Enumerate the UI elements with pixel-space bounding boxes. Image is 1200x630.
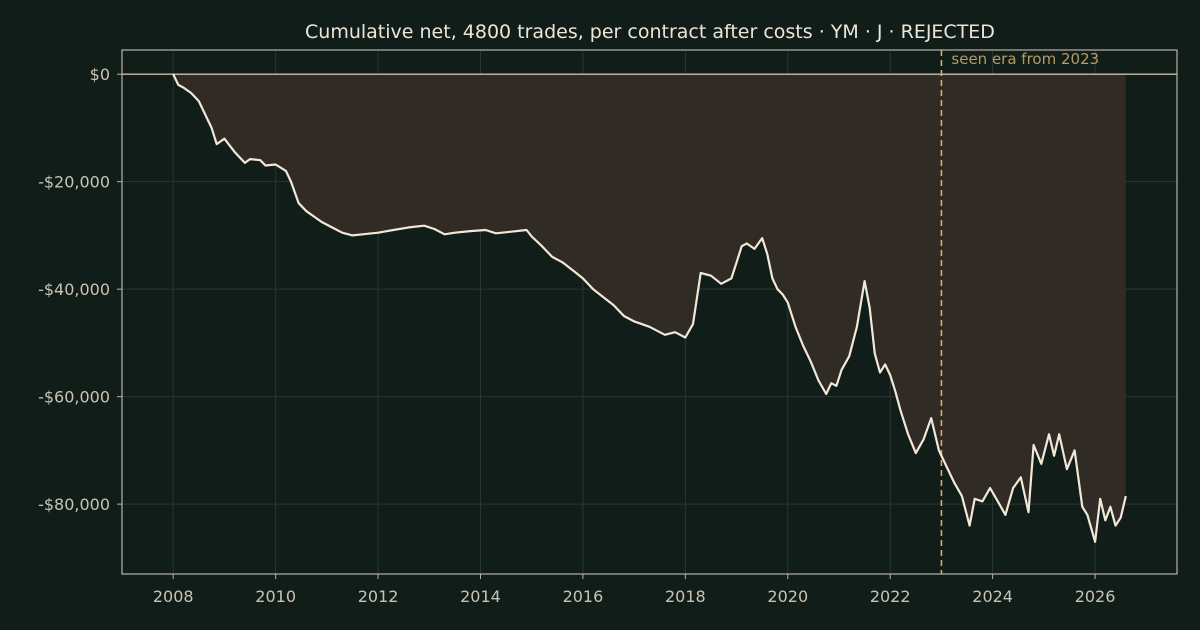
plot-area: 2008 2010 2012 2014 2016 2018 2020 2022 2024 2026…: [38, 49, 1178, 606]
x-tick-label-2018: 2018: [665, 587, 706, 606]
x-tick-label-2010: 2010: [255, 587, 296, 606]
x-tick-label-2020: 2020: [767, 587, 808, 606]
x-tick-label-2014: 2014: [460, 587, 501, 606]
chart-title: Cumulative net, 4800 trades, per contrac…: [305, 21, 995, 43]
x-tick-label-2008: 2008: [153, 587, 194, 606]
plot-frame: [121, 49, 1178, 575]
y-tick-label-3: -$60,000: [38, 388, 110, 407]
x-tick-label-2022: 2022: [870, 587, 911, 606]
y-tick-label-4: -$80,000: [38, 495, 110, 514]
y-tick-label-1: -$20,000: [38, 173, 110, 192]
y-tick-label-2: -$40,000: [38, 280, 110, 299]
drawdown-fill: [173, 74, 1126, 542]
x-tick-label-2026: 2026: [1075, 587, 1116, 606]
equity-curve-line: [172, 73, 1127, 543]
y-tick-label-0: $0: [90, 65, 110, 84]
x-tick-label-2012: 2012: [358, 587, 399, 606]
x-tick-label-2016: 2016: [563, 587, 604, 606]
x-tick-label-2024: 2024: [972, 587, 1013, 606]
seen-era-annotation: seen era from 2023: [951, 50, 1099, 68]
